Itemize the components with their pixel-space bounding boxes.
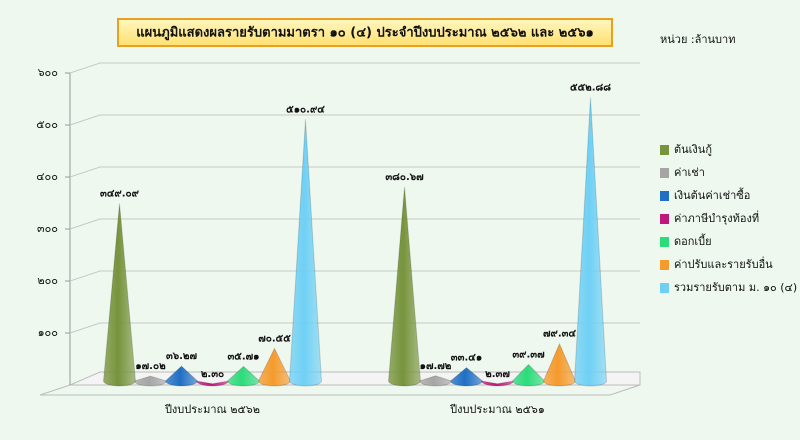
legend-swatch <box>660 168 669 178</box>
value-label: ๕๕๒.๘๘ <box>570 83 611 94</box>
legend-label: รวมรายรับตาม ม. ๑๐ (๔) <box>674 281 797 294</box>
value-label: ๒.๓๗ <box>485 369 510 380</box>
value-label: ๑๗.๐๒ <box>135 361 166 372</box>
x-tick-label: ปีงบประมาณ ๒๕๖๑ <box>449 403 545 416</box>
legend-swatch <box>660 191 669 201</box>
legend-swatch <box>660 283 669 293</box>
value-label: ๗๐.๕๕ <box>258 333 291 344</box>
value-label: ๓๙.๓๗ <box>512 350 545 361</box>
y-tick-label: ๓๐๐ <box>37 222 58 235</box>
value-label: ๓๔๙.๐๙ <box>100 188 140 199</box>
value-label: ๒.๓๐ <box>201 369 224 380</box>
legend-label: ค่าเช่า <box>674 166 705 179</box>
legend-label: ต้นเงินกู้ <box>674 143 712 156</box>
value-label: ๗๙.๓๔ <box>543 329 576 340</box>
grid-line <box>69 166 640 178</box>
cone <box>288 119 323 387</box>
grid-line <box>69 270 640 282</box>
legend-label: ดอกเบี้ย <box>674 233 712 248</box>
value-label: ๑๗.๗๒ <box>420 361 452 372</box>
grid-line <box>69 62 640 74</box>
chart-title: แผนภูมิแสดงผลรายรับตามมาตรา ๑๐ (๔) ประจำ… <box>136 25 593 41</box>
y-tick-label: ๔๐๐ <box>36 170 58 183</box>
legend-swatch <box>660 214 669 224</box>
y-tick-label: ๑๐๐ <box>38 326 58 339</box>
grid-line <box>69 322 640 334</box>
legend-swatch <box>660 237 669 247</box>
legend-swatch <box>660 260 669 270</box>
legend-label: เงินต้นค่าเช่าซื้อ <box>674 187 750 202</box>
x-tick-label: ปีงบประมาณ ๒๕๖๒ <box>164 403 260 416</box>
value-label: ๓๖.๒๗ <box>166 351 198 362</box>
unit-label: หน่วย :ล้านบาท <box>660 33 735 46</box>
legend-swatch <box>660 145 669 155</box>
y-tick-label: ๖๐๐ <box>38 66 58 79</box>
value-label: ๓๘๐.๖๗ <box>385 172 424 183</box>
value-label: ๓๓.๔๑ <box>451 353 482 364</box>
grid-line <box>69 114 640 126</box>
value-label: ๕๑๐.๙๔ <box>286 104 325 115</box>
y-tick-label: ๒๐๐ <box>37 274 58 287</box>
grid-line <box>69 218 640 230</box>
value-label: ๓๕.๗๑ <box>227 351 259 362</box>
cone <box>573 97 608 387</box>
title-box <box>117 18 613 47</box>
legend-label: ค่าภาษีบำรุงท้องที่ <box>674 210 759 225</box>
floor <box>69 371 641 386</box>
y-tick-label: ๕๐๐ <box>36 118 58 131</box>
legend-label: ค่าปรับและรายรับอื่น <box>674 256 773 271</box>
